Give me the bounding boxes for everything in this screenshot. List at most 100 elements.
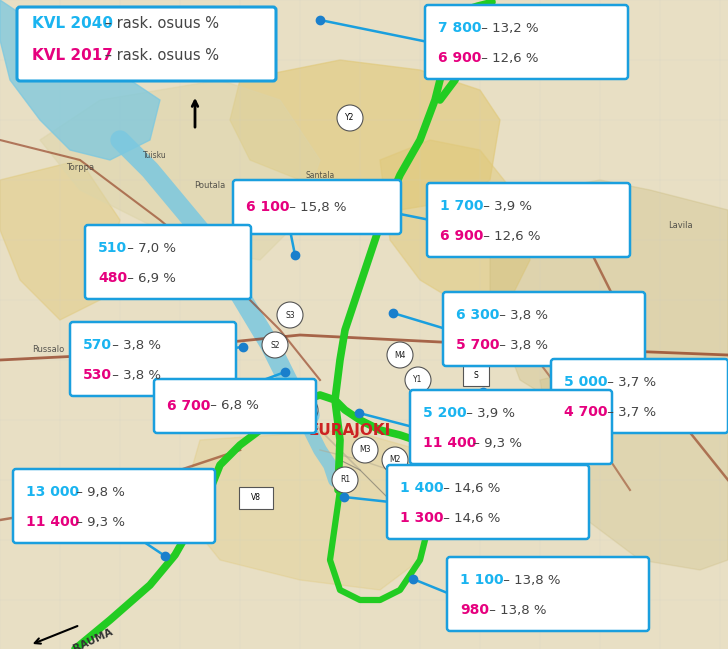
FancyBboxPatch shape	[443, 292, 645, 366]
Polygon shape	[180, 430, 440, 590]
Text: – 3,8 %: – 3,8 %	[108, 339, 161, 352]
Text: 480 – 6,9 %: 480 – 6,9 %	[98, 272, 176, 285]
Text: Lavila: Lavila	[438, 430, 462, 439]
Text: – 3,8 %: – 3,8 %	[495, 309, 548, 322]
Text: – 12,6 %: – 12,6 %	[477, 52, 539, 65]
Text: M3: M3	[359, 445, 371, 454]
Text: 6 300 – 3,8 %: 6 300 – 3,8 %	[456, 309, 547, 322]
Text: S: S	[478, 321, 483, 330]
FancyBboxPatch shape	[85, 225, 251, 299]
FancyBboxPatch shape	[447, 557, 649, 631]
Polygon shape	[0, 160, 120, 320]
Text: Santala: Santala	[305, 171, 335, 180]
Text: 6 900 – 12,6 %: 6 900 – 12,6 %	[438, 52, 537, 65]
Text: 1 400: 1 400	[400, 482, 443, 495]
Text: – 13,8 %: – 13,8 %	[485, 604, 546, 617]
Text: 1 300: 1 300	[400, 511, 443, 525]
Text: 6 100: 6 100	[246, 200, 290, 214]
Text: 980 – 13,8 %: 980 – 13,8 %	[460, 604, 547, 617]
Text: Torppa: Torppa	[66, 164, 94, 173]
FancyBboxPatch shape	[463, 366, 489, 386]
Circle shape	[405, 367, 431, 393]
Text: 4 700: 4 700	[564, 405, 607, 419]
Text: 6 900: 6 900	[438, 51, 481, 65]
Text: R2: R2	[300, 406, 310, 415]
Circle shape	[352, 437, 378, 463]
Polygon shape	[380, 140, 530, 310]
Text: – 3,7 %: – 3,7 %	[603, 406, 656, 419]
Text: 6 100 – 15,8 %: 6 100 – 15,8 %	[246, 201, 345, 214]
Text: 530: 530	[83, 368, 112, 382]
Text: 570: 570	[83, 338, 112, 352]
Circle shape	[277, 302, 303, 328]
Circle shape	[262, 332, 288, 358]
Text: 7 800: 7 800	[438, 21, 481, 35]
Text: RAUMA: RAUMA	[72, 626, 115, 649]
Text: 1 700: 1 700	[440, 199, 483, 214]
Text: – 13,2 %: – 13,2 %	[477, 21, 539, 35]
Text: 6 700 – 6,8 %: 6 700 – 6,8 %	[167, 400, 258, 413]
Text: – 12,6 %: – 12,6 %	[479, 230, 540, 243]
FancyBboxPatch shape	[425, 5, 628, 79]
Text: KVL 2017: KVL 2017	[32, 48, 113, 63]
Text: KVL 2040: KVL 2040	[32, 16, 113, 31]
Text: M4: M4	[395, 350, 405, 360]
Text: 6 300: 6 300	[456, 308, 499, 323]
Text: Y1: Y1	[414, 376, 423, 384]
Text: – 3,8 %: – 3,8 %	[108, 369, 161, 382]
Text: – 3,8 %: – 3,8 %	[495, 339, 548, 352]
Text: – 14,6 %: – 14,6 %	[439, 511, 500, 524]
Text: Y2: Y2	[345, 114, 355, 123]
FancyBboxPatch shape	[17, 7, 276, 81]
Text: – 7,0 %: – 7,0 %	[122, 241, 175, 255]
Circle shape	[337, 105, 363, 131]
Text: – rask. osuus %: – rask. osuus %	[100, 16, 219, 31]
Text: V8: V8	[251, 493, 261, 502]
Text: 1 700 – 3,9 %: 1 700 – 3,9 %	[440, 200, 531, 213]
Text: 5 200: 5 200	[423, 406, 467, 421]
Text: S3: S3	[285, 310, 295, 319]
Text: – 9,8 %: – 9,8 %	[72, 485, 125, 498]
Text: 11 400 – 9,3 %: 11 400 – 9,3 %	[423, 437, 523, 450]
Text: – rask. osuus %: – rask. osuus %	[100, 48, 219, 63]
Text: 980: 980	[460, 603, 489, 617]
Text: 5 700 – 3,8 %: 5 700 – 3,8 %	[456, 339, 547, 352]
FancyBboxPatch shape	[427, 183, 630, 257]
Text: – 3,7 %: – 3,7 %	[603, 376, 656, 389]
Text: S2: S2	[270, 341, 280, 350]
Text: R1: R1	[340, 476, 350, 485]
FancyBboxPatch shape	[239, 487, 273, 509]
Text: Rantala: Rantala	[170, 256, 200, 265]
FancyBboxPatch shape	[154, 379, 316, 433]
Text: 510: 510	[98, 241, 127, 255]
Text: 5 000: 5 000	[564, 375, 607, 389]
FancyBboxPatch shape	[410, 390, 612, 464]
Text: EURAJOKI: EURAJOKI	[309, 422, 391, 437]
Text: 1 100: 1 100	[460, 573, 504, 587]
Text: 6 700: 6 700	[167, 399, 210, 413]
Circle shape	[332, 467, 358, 493]
Text: 4 700 – 3,7 %: 4 700 – 3,7 %	[564, 406, 655, 419]
Circle shape	[292, 397, 318, 423]
Text: 11 400 – 9,3 %: 11 400 – 9,3 %	[26, 516, 125, 529]
Circle shape	[467, 312, 493, 338]
Text: 530 – 3,8 %: 530 – 3,8 %	[83, 369, 162, 382]
Circle shape	[382, 447, 408, 473]
Text: Silanpää: Silanpää	[41, 25, 79, 34]
Text: 6 900: 6 900	[440, 229, 483, 243]
Text: 13 000: 13 000	[26, 485, 79, 499]
Text: 6 900 – 12,6 %: 6 900 – 12,6 %	[440, 230, 539, 243]
FancyBboxPatch shape	[13, 469, 215, 543]
FancyBboxPatch shape	[387, 465, 589, 539]
Polygon shape	[540, 360, 728, 570]
Text: 1 300 – 14,6 %: 1 300 – 14,6 %	[400, 511, 499, 524]
Text: 5 200 – 3,9 %: 5 200 – 3,9 %	[423, 407, 514, 420]
FancyBboxPatch shape	[233, 180, 401, 234]
Polygon shape	[40, 80, 320, 260]
Text: – 3,9 %: – 3,9 %	[462, 407, 515, 420]
Text: Tuisku: Tuisku	[143, 151, 167, 160]
Text: – 13,8 %: – 13,8 %	[499, 574, 561, 587]
Text: – 14,6 %: – 14,6 %	[439, 482, 500, 495]
Text: 510 – 7,0 %: 510 – 7,0 %	[98, 241, 176, 255]
Text: – 15,8 %: – 15,8 %	[285, 201, 347, 214]
